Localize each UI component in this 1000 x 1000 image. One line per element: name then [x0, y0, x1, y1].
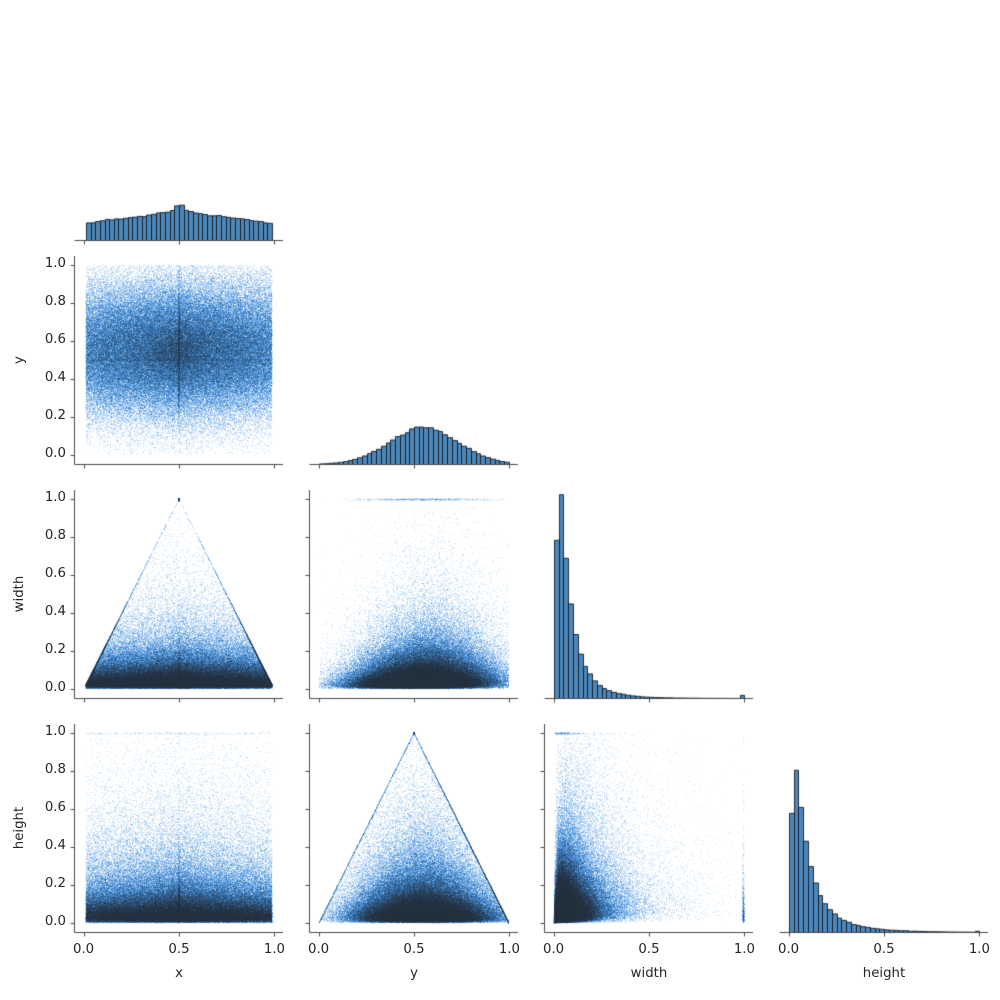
density-panel-height-vs-width	[539, 724, 755, 940]
x-tick-label: 0.0	[543, 942, 565, 957]
density-panel-height-vs-y	[304, 724, 520, 940]
density-panel-width-vs-x	[69, 490, 285, 706]
x-tick-label: 0.0	[778, 942, 800, 957]
y-axis-label-height: height	[12, 806, 27, 850]
y-tick-label: 0.2	[44, 876, 66, 892]
y-tick-label: 1.0	[44, 723, 66, 739]
diag-hist-y	[304, 256, 520, 472]
x-tick-label: 0.5	[403, 942, 425, 957]
x-tick-label: 1.0	[263, 942, 285, 957]
y-tick-label: 0.8	[44, 527, 66, 543]
diag-hist-height	[774, 724, 990, 940]
x-axis-label-height: height	[862, 966, 906, 981]
x-axis-label-x: x	[175, 966, 183, 981]
y-tick-label: 0.8	[44, 761, 66, 777]
y-tick-label: 0.2	[44, 642, 66, 658]
y-tick-label: 1.0	[44, 255, 66, 271]
x-tick-label: 0.5	[873, 942, 895, 957]
x-axis-label-width: width	[630, 966, 668, 981]
x-tick-label: 1.0	[498, 942, 520, 957]
y-tick-label: 0.0	[44, 446, 66, 462]
density-panel-width-vs-y	[304, 490, 520, 706]
y-tick-label: 1.0	[44, 489, 66, 505]
y-tick-label: 0.0	[44, 914, 66, 930]
diag-hist-x	[69, 32, 285, 248]
y-tick-label: 0.4	[44, 370, 66, 386]
y-tick-label: 0.2	[44, 408, 66, 424]
x-tick-label: 0.5	[168, 942, 190, 957]
x-tick-label: 0.5	[638, 942, 660, 957]
y-tick-label: 0.0	[44, 680, 66, 696]
diag-hist-width	[539, 490, 755, 706]
y-tick-label: 0.6	[44, 331, 66, 347]
y-axis-label-width: width	[12, 575, 27, 613]
y-tick-label: 0.6	[44, 565, 66, 581]
density-panel-y-vs-x	[69, 256, 285, 472]
x-tick-label: 0.0	[73, 942, 95, 957]
x-tick-label: 1.0	[733, 942, 755, 957]
x-tick-label: 0.0	[308, 942, 330, 957]
x-tick-label: 1.0	[968, 942, 990, 957]
y-tick-label: 0.4	[44, 604, 66, 620]
y-tick-label: 0.6	[44, 799, 66, 815]
y-axis-label-y: y	[12, 356, 27, 364]
y-tick-label: 0.4	[44, 838, 66, 854]
density-panel-height-vs-x	[69, 724, 285, 940]
y-tick-label: 0.8	[44, 293, 66, 309]
x-axis-label-y: y	[410, 966, 418, 981]
